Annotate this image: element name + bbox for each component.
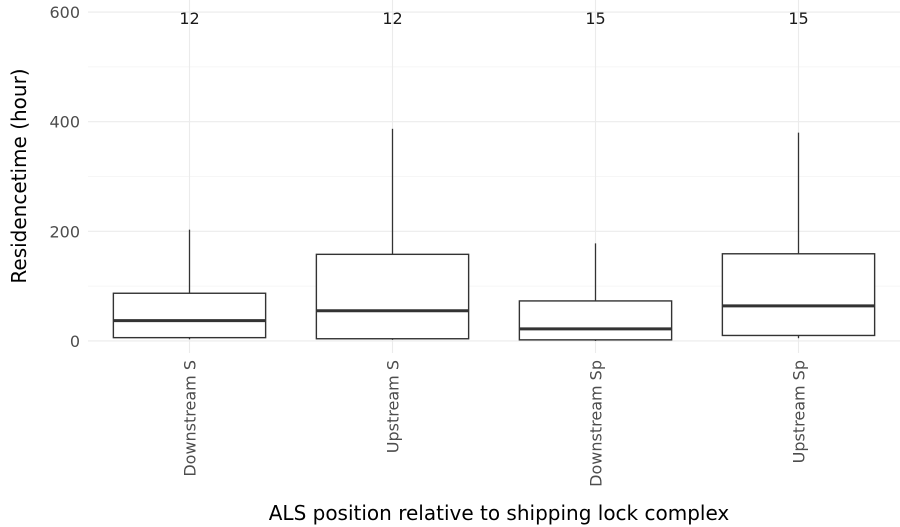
box-body	[721, 253, 876, 337]
box-3	[721, 132, 876, 339]
x-tick-label: Downstream Sp	[587, 360, 606, 487]
count-label: 12	[382, 9, 402, 28]
box-0	[112, 229, 267, 340]
box-body	[518, 300, 673, 341]
grid-lines	[88, 0, 900, 353]
y-tick-label: 400	[49, 113, 80, 132]
x-tick-label: Downstream S	[181, 360, 200, 477]
x-tick-label: Upstream Sp	[790, 360, 809, 463]
boxes	[112, 128, 876, 341]
y-axis-tick-labels: 0 200 400 600	[49, 3, 80, 351]
box-body	[315, 253, 470, 340]
y-tick-label: 0	[70, 332, 80, 351]
sample-count-labels: 12 12 15 15	[179, 9, 808, 28]
y-tick-label: 600	[49, 3, 80, 22]
x-axis-title: ALS position relative to shipping lock c…	[269, 501, 730, 525]
x-axis-tick-labels: Downstream S Upstream S Downstream Sp Upstr…	[181, 360, 809, 487]
y-tick-label: 200	[49, 222, 80, 241]
box-body	[112, 292, 267, 339]
count-label: 15	[788, 9, 808, 28]
x-tick-label: Upstream S	[384, 360, 403, 453]
count-label: 12	[179, 9, 199, 28]
count-label: 15	[585, 9, 605, 28]
box-1	[315, 128, 470, 340]
y-axis-title: Residencetime (hour)	[7, 68, 31, 283]
box-2	[518, 243, 673, 341]
